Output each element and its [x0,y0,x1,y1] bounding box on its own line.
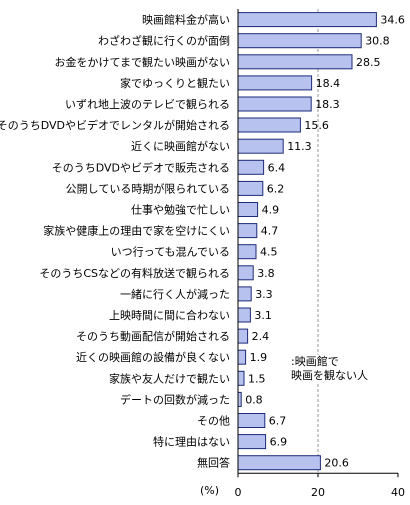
category-label: 公開している時期が限られている [66,181,230,195]
category-label: 近くに映画館がない [131,139,230,153]
value-label: 18.3 [315,98,340,111]
value-label: 6.9 [270,436,288,449]
bar [237,413,266,428]
value-label: 28.5 [356,56,381,69]
category-label: 家族や友人だけで観たい [109,371,230,385]
bar [237,159,265,175]
value-label: 6.4 [268,161,286,174]
bar [237,244,257,260]
value-label: 11.3 [287,140,312,153]
bar [237,117,301,133]
bar [237,12,377,28]
category-label: 一緒に行く人が減った [120,287,230,301]
bars-layer: 映画館料金が高い 34.6 わざわざ観に行くのが面倒 30.8 お金をかけてまで観たい映… [0,9,405,499]
bar [237,286,252,302]
bar [237,434,267,450]
category-label: 仕事や勉強で忙しい [131,203,230,217]
category-label: わざわざ観に行くのが面倒 [98,34,230,48]
value-label: 0.8 [245,393,263,406]
category-label: そのうちDVDやビデオで販売される [52,160,230,174]
value-label: 4.5 [260,246,278,259]
value-label: 2.4 [252,330,270,343]
value-label: 6.2 [267,182,285,195]
category-label: そのうちDVDやビデオでレンタルが開始される [0,118,230,132]
bar [237,202,259,217]
category-label: そのうちCSなどの有料放送で観られる [39,266,230,280]
value-label: 4.7 [261,225,279,238]
x-tick-label: 0 [235,486,242,499]
bar [237,328,249,344]
category-label: そのうち動画配信が開始される [76,329,230,343]
value-label: 3.1 [254,309,272,322]
bar [237,223,258,239]
value-label: 1.9 [250,351,268,364]
value-label: 34.6 [380,14,405,27]
category-label: 映画館料金が高い [142,13,230,27]
category-label: デートの回数が減った [120,392,230,406]
category-label: 近くの映画館の設備が良くない [76,350,230,364]
value-label: 6.7 [269,415,287,428]
value-label: 1.5 [248,372,266,385]
category-label: いずれ地上波のテレビで観られる [65,97,230,111]
value-label: 20.6 [324,457,349,470]
bar [237,265,254,281]
value-label: 15.6 [304,119,329,132]
bar [237,180,264,196]
value-label: 30.8 [365,35,390,48]
category-label: 特に理由はない [153,435,230,449]
value-label: 3.3 [255,288,273,301]
category-label: 家族や健康上の理由で家を空けにくい [43,224,230,238]
bar [237,54,353,70]
bar [237,307,251,323]
legend-box: :映画館で 映画を観ない人 [291,355,379,383]
category-label: その他 [197,415,230,428]
bar [237,75,313,91]
category-label: 無回答 [197,456,230,470]
bar [237,370,245,386]
x-tick-label: 40 [391,486,405,499]
value-label: 18.4 [316,77,341,90]
category-label: お金をかけてまで観たい映画がない [55,55,230,69]
value-label: 3.8 [257,267,275,280]
bar [237,33,362,49]
value-label: 4.9 [262,204,280,217]
category-label: いつ行っても混んでいる [111,246,230,259]
x-axis-unit-label: (%) [200,484,220,497]
bar [237,96,312,112]
bar [237,138,284,154]
category-label: 上映時間に間に合わない [109,308,230,322]
category-label: 家でゆっくりと観たい [120,76,230,90]
x-tick-label: 20 [311,486,325,499]
bar [237,349,247,365]
bar [237,455,321,471]
